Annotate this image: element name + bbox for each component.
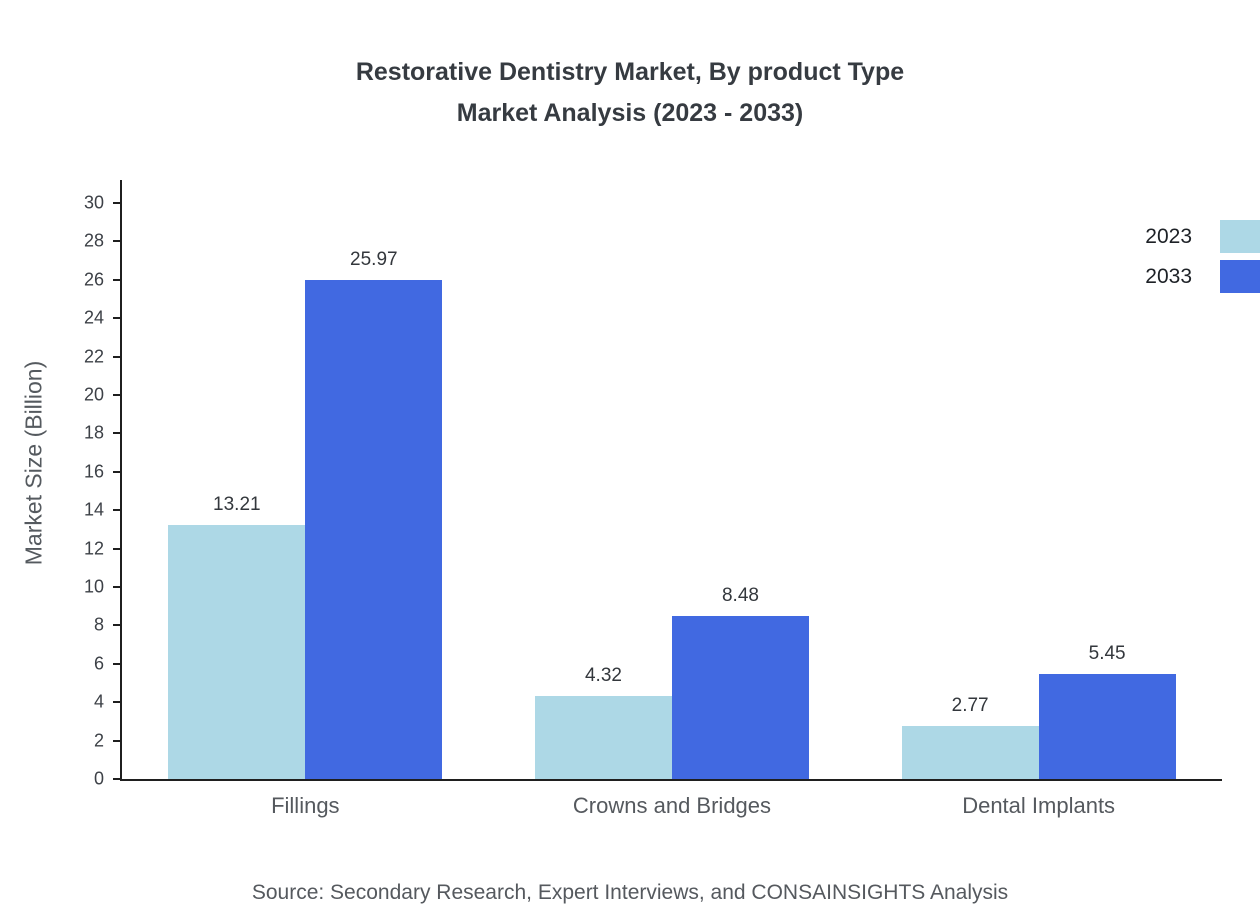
y-tick-mark xyxy=(113,202,122,204)
y-tick-label: 10 xyxy=(83,576,104,597)
legend-swatch xyxy=(1220,260,1260,293)
bar-value-label: 5.45 xyxy=(1088,643,1126,665)
legend-label: 2033 xyxy=(1145,264,1192,288)
chart-title: Restorative Dentistry Market, By product… xyxy=(0,52,1260,134)
y-tick-mark xyxy=(113,701,122,704)
y-tick-mark xyxy=(113,355,122,358)
y-tick-label: 18 xyxy=(83,422,104,443)
bar-groups: 13.21 25.97 Fillings 4.32 8.48 Crowns and Bri… xyxy=(122,203,1222,818)
legend: 2023 2033 xyxy=(1145,220,1260,293)
y-tick-mark xyxy=(113,662,122,665)
category-label: Crowns and Bridges xyxy=(572,793,772,818)
bar-slot: 8.48 xyxy=(671,203,809,779)
bar-value-label: 13.21 xyxy=(213,494,261,516)
y-tick-label: 12 xyxy=(83,538,104,559)
bar-value-label: 4.32 xyxy=(584,665,622,687)
bar-value-label: 8.48 xyxy=(721,585,759,607)
bar-2033-Fillings xyxy=(305,280,443,779)
y-axis-title: Market Size (Billion) xyxy=(20,360,47,566)
y-tick-mark xyxy=(113,739,122,742)
bar-2033-Dental Implants xyxy=(1038,674,1176,779)
y-tick-label: 30 xyxy=(83,192,104,213)
legend-item: 2033 xyxy=(1145,260,1260,293)
y-tick-label: 2 xyxy=(93,730,104,751)
y-tick-mark xyxy=(113,432,122,435)
category-label: Fillings xyxy=(271,793,340,818)
chart-title-line2: Market Analysis (2023 - 2033) xyxy=(456,99,804,127)
legend-swatch xyxy=(1220,220,1260,253)
y-tick-label: 24 xyxy=(83,307,104,328)
chart-title-line1: Restorative Dentistry Market, By product… xyxy=(355,58,905,86)
y-tick-mark xyxy=(113,624,122,627)
y-tick-label: 8 xyxy=(93,614,104,635)
y-tick-label: 4 xyxy=(93,691,104,712)
bar-slot: 2.77 xyxy=(901,203,1039,779)
y-tick-mark xyxy=(113,470,122,473)
bar-slot: 5.45 xyxy=(1038,203,1176,779)
y-tick-label: 0 xyxy=(93,768,104,789)
bar-slot: 13.21 xyxy=(168,203,306,779)
y-tick-label: 20 xyxy=(83,384,104,405)
y-tick-mark xyxy=(113,394,122,396)
y-tick-mark xyxy=(113,317,122,320)
y-tick-mark xyxy=(113,240,122,243)
bar-2033-Crowns and Bridges xyxy=(671,616,809,779)
bar-value-label: 25.97 xyxy=(350,249,398,271)
y-tick-mark xyxy=(113,586,122,588)
bar-2023-Crowns and Bridges xyxy=(534,696,672,779)
bar-slot: 25.97 xyxy=(305,203,443,779)
bar-group: 2.77 5.45 Dental Implants xyxy=(901,203,1176,818)
y-tick-mark xyxy=(113,278,122,281)
y-tick-mark xyxy=(113,509,122,512)
y-tick-label: 28 xyxy=(83,230,104,251)
y-tick-mark xyxy=(113,778,122,780)
y-tick-label: 14 xyxy=(83,499,104,520)
bar-group: 4.32 8.48 Crowns and Bridges xyxy=(534,203,809,818)
plot-area: 0 2 4 6 8 10 12 14 16 18 20 22 24 26 28 30 13.21 25.97 Fi… xyxy=(84,180,1222,818)
source-text: Source: Secondary Research, Expert Inter… xyxy=(251,881,1009,904)
y-tick-mark xyxy=(113,547,122,550)
bar-2023-Fillings xyxy=(168,525,306,779)
legend-item: 2023 xyxy=(1145,220,1260,253)
y-tick-label: 26 xyxy=(83,269,104,290)
bar-2023-Dental Implants xyxy=(901,725,1039,779)
y-tick-label: 22 xyxy=(83,346,104,367)
legend-label: 2023 xyxy=(1145,224,1192,248)
y-tick-label: 6 xyxy=(93,653,104,674)
category-label: Dental Implants xyxy=(962,793,1116,818)
bar-slot: 4.32 xyxy=(534,203,672,779)
y-axis-ticks: 0 2 4 6 8 10 12 14 16 18 20 22 24 26 28 30 xyxy=(84,193,1222,789)
y-tick-label: 16 xyxy=(83,461,104,482)
bar-value-label: 2.77 xyxy=(951,694,989,716)
bar-group: 13.21 25.97 Fillings xyxy=(168,203,443,818)
